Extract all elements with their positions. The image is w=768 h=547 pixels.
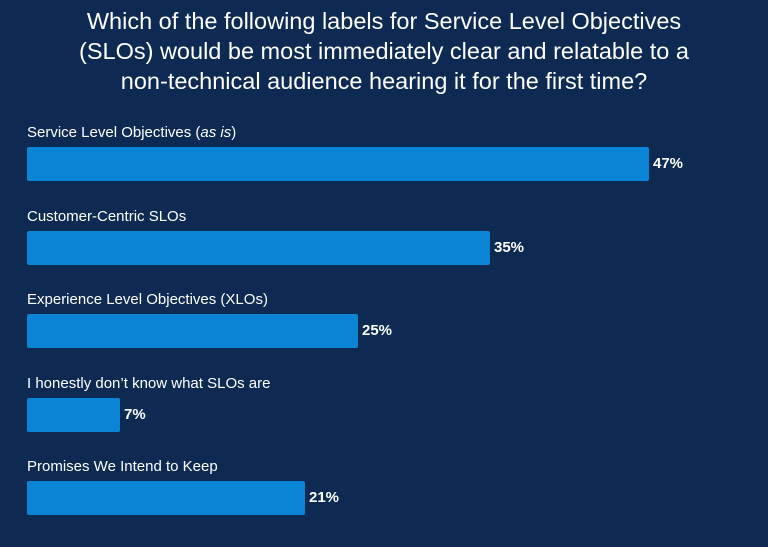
category-label-suffix: (as is) [191,124,237,141]
bar-row: Service Level Objectives (as is) 47% [27,124,747,194]
bar-row: Promises We Intend to Keep 21% [27,458,747,528]
category-label: Customer-Centric SLOs [27,208,186,226]
bar [27,397,120,432]
chart-title: Which of the following labels for Servic… [0,6,768,96]
category-label: Experience Level Objectives (XLOs) [27,291,268,309]
category-label-text: Customer-Centric SLOs [27,207,187,225]
category-label: I honestly don’t know what SLOs are [27,375,270,393]
data-label: 25% [362,322,393,339]
chart-title-line-2: (SLOs) would be most immediately clear a… [79,38,689,64]
bar [27,314,358,348]
data-label: 7% [124,405,146,423]
data-label: 47% [653,155,684,172]
category-label: Promises We Intend to Keep [27,458,218,476]
bar-row: Experience Level Objectives (XLOs) 25% [27,291,747,361]
category-label: Service Level Objectives (as is) [27,124,236,142]
chart-title-line-1: Which of the following labels for Servic… [86,8,682,34]
category-label-text: Experience Level Objectives (XLOs) [27,291,268,308]
category-label-text: I honestly don’t know what SLOs are [27,374,271,392]
bar-row: Customer-Centric SLOs 35% [27,208,747,278]
bar-row: I honestly don’t know what SLOs are 7% [27,375,747,445]
category-label-text: Service Level Objectives [27,124,192,141]
bar [27,147,649,181]
chart-title-line-3: non-technical audience hearing it for th… [120,68,648,94]
bar [27,230,490,265]
data-label: 35% [494,238,525,256]
data-label: 21% [309,489,340,506]
category-label-text: Promises We Intend to Keep [27,458,218,475]
bar [27,481,305,515]
